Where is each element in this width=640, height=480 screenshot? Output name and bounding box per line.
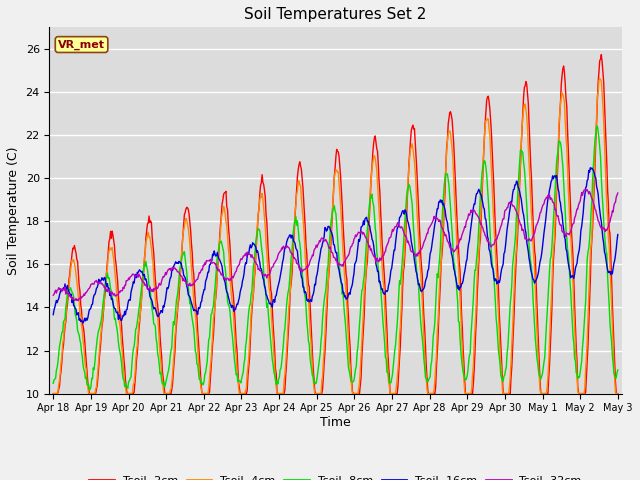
Tsoil -8cm: [86, 386, 93, 392]
Line: Tsoil -4cm: Tsoil -4cm: [53, 79, 618, 394]
Tsoil -8cm: [422, 374, 429, 380]
Tsoil -32cm: [205, 258, 213, 264]
Tsoil -4cm: [421, 348, 429, 354]
Tsoil -16cm: [60, 285, 67, 291]
Tsoil -32cm: [49, 292, 57, 298]
Tsoil -16cm: [614, 232, 621, 238]
Title: Soil Temperatures Set 2: Soil Temperatures Set 2: [244, 7, 427, 22]
Tsoil -4cm: [118, 343, 125, 348]
Tsoil -16cm: [79, 320, 87, 326]
Tsoil -4cm: [596, 76, 604, 82]
Tsoil -32cm: [60, 287, 67, 293]
Tsoil -2cm: [598, 52, 605, 58]
Tsoil -4cm: [49, 391, 57, 396]
Legend: Tsoil -2cm, Tsoil -4cm, Tsoil -8cm, Tsoil -16cm, Tsoil -32cm: Tsoil -2cm, Tsoil -4cm, Tsoil -8cm, Tsoi…: [85, 472, 586, 480]
Tsoil -16cm: [49, 312, 57, 318]
Tsoil -2cm: [404, 180, 412, 186]
Tsoil -32cm: [176, 271, 184, 276]
Tsoil -32cm: [118, 288, 126, 294]
Tsoil -32cm: [74, 298, 82, 303]
Line: Tsoil -16cm: Tsoil -16cm: [53, 168, 618, 323]
Tsoil -8cm: [205, 335, 213, 341]
Tsoil -4cm: [60, 336, 67, 342]
Tsoil -2cm: [118, 323, 125, 329]
Tsoil -4cm: [205, 385, 212, 391]
Tsoil -8cm: [60, 319, 67, 324]
Tsoil -16cm: [422, 278, 429, 284]
Tsoil -8cm: [593, 123, 601, 129]
Tsoil -32cm: [405, 241, 413, 247]
Tsoil -2cm: [614, 391, 621, 396]
Text: VR_met: VR_met: [58, 39, 105, 50]
Tsoil -8cm: [405, 182, 413, 188]
Tsoil -16cm: [176, 259, 184, 264]
X-axis label: Time: Time: [320, 416, 351, 429]
Tsoil -2cm: [421, 325, 429, 331]
Tsoil -2cm: [60, 343, 67, 348]
Tsoil -4cm: [404, 175, 412, 180]
Tsoil -8cm: [118, 370, 126, 376]
Tsoil -2cm: [49, 391, 57, 396]
Tsoil -32cm: [422, 236, 429, 242]
Line: Tsoil -32cm: Tsoil -32cm: [53, 190, 618, 300]
Tsoil -8cm: [49, 381, 57, 386]
Tsoil -32cm: [583, 187, 591, 192]
Tsoil -2cm: [205, 391, 212, 396]
Tsoil -16cm: [205, 262, 213, 268]
Y-axis label: Soil Temperature (C): Soil Temperature (C): [7, 146, 20, 275]
Tsoil -16cm: [405, 223, 413, 229]
Line: Tsoil -8cm: Tsoil -8cm: [53, 126, 618, 389]
Tsoil -16cm: [118, 315, 126, 321]
Tsoil -8cm: [614, 367, 621, 373]
Tsoil -4cm: [614, 391, 621, 396]
Tsoil -8cm: [176, 266, 184, 272]
Tsoil -16cm: [586, 165, 594, 171]
Tsoil -32cm: [614, 190, 621, 196]
Tsoil -4cm: [175, 285, 182, 291]
Line: Tsoil -2cm: Tsoil -2cm: [53, 55, 618, 394]
Tsoil -2cm: [175, 297, 182, 302]
